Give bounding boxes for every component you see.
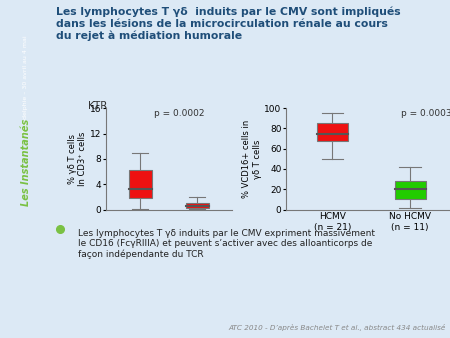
Text: Les Instantanés: Les Instantanés (21, 119, 31, 206)
Bar (395, 181, 426, 199)
Y-axis label: % γδ T cells
In CD3⁺ cells: % γδ T cells In CD3⁺ cells (68, 132, 87, 186)
Text: ATC 2010 - D’après Bachelet T et al., abstract 434 actualisé: ATC 2010 - D’après Bachelet T et al., ab… (228, 324, 446, 331)
Text: p = 0.0002: p = 0.0002 (153, 109, 204, 118)
Text: Les lymphocytes T γδ induits par le CMV expriment massivement
le CD16 (FcγRIIIA): Les lymphocytes T γδ induits par le CMV … (78, 228, 375, 259)
Y-axis label: % VCD16+ cells in
γδ T cells: % VCD16+ cells in γδ T cells (242, 120, 261, 198)
Bar (129, 170, 152, 198)
Text: Philadelphie – 30 avril au 4 mai: Philadelphie – 30 avril au 4 mai (23, 35, 28, 134)
Text: Les lymphocytes T γδ  induits par le CMV sont impliqués
dans les lésions de la m: Les lymphocytes T γδ induits par le CMV … (56, 7, 401, 41)
Text: p = 0.0003: p = 0.0003 (400, 109, 450, 118)
Bar (186, 203, 209, 208)
Bar (317, 123, 348, 141)
Text: KTR: KTR (88, 101, 107, 112)
